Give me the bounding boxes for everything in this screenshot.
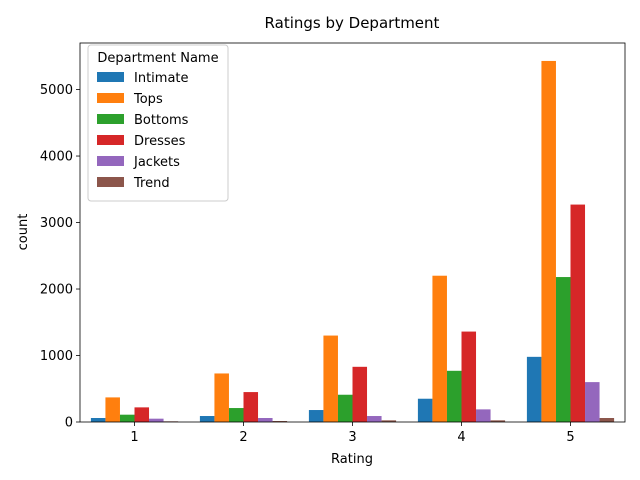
bar-dresses-rating-1: [134, 407, 150, 422]
bar-trend-rating-5: [599, 418, 615, 422]
legend-swatch-trend: [97, 177, 124, 187]
legend-label-tops: Tops: [133, 92, 163, 107]
y-tick-label: 2000: [40, 283, 73, 298]
y-axis: 0 1000 2000 3000 4000 5000: [40, 83, 80, 431]
bar-tops-rating-1: [105, 397, 120, 422]
bar-bottoms-rating-4: [446, 370, 462, 422]
bar-dresses-rating-4: [461, 331, 477, 422]
x-tick-label: 4: [457, 430, 465, 445]
x-tick-label: 5: [566, 430, 574, 445]
y-tick-label: 4000: [40, 150, 73, 165]
bar-tops-rating-5: [541, 60, 556, 422]
plot-area: [79, 42, 626, 423]
y-tick-label: 0: [65, 416, 73, 431]
x-tick-label: 2: [239, 430, 247, 445]
bar-dresses-rating-2: [243, 392, 259, 422]
legend-label-dresses: Dresses: [134, 134, 186, 149]
bar-tops-rating-2: [214, 373, 229, 422]
bar-tops-rating-3: [323, 335, 338, 422]
bar-intimate-rating-1: [90, 418, 106, 422]
legend-label-jackets: Jackets: [133, 155, 180, 170]
bar-bottoms-rating-5: [555, 277, 571, 422]
legend-label-intimate: Intimate: [134, 71, 189, 86]
bar-trend-rating-2: [272, 421, 288, 422]
x-axis-label: Rating: [331, 452, 373, 467]
bar-jackets-rating-3: [367, 416, 382, 422]
chart-title: Ratings by Department: [265, 14, 440, 32]
bar-jackets-rating-5: [585, 382, 600, 422]
legend-swatch-dresses: [97, 135, 124, 145]
bar-dresses-rating-5: [570, 204, 586, 422]
bar-bottoms-rating-1: [119, 414, 135, 422]
bar-bottoms-rating-2: [228, 408, 244, 422]
x-tick-label: 3: [348, 430, 356, 445]
bar-jackets-rating-1: [149, 418, 164, 422]
bar-intimate-rating-3: [308, 410, 324, 422]
legend-label-bottoms: Bottoms: [134, 113, 189, 128]
bar-trend-rating-4: [490, 420, 506, 422]
y-tick-label: 3000: [40, 216, 73, 231]
y-tick-label: 5000: [40, 83, 73, 98]
legend-swatch-bottoms: [97, 114, 124, 124]
y-axis-label: count: [16, 214, 31, 251]
bar-tops-rating-4: [432, 275, 447, 422]
bar-jackets-rating-2: [258, 418, 273, 422]
y-tick-label: 1000: [40, 349, 73, 364]
legend-swatch-tops: [97, 93, 124, 103]
bar-jackets-rating-4: [476, 409, 491, 422]
legend: Department Name Intimate Tops Bottoms Dresse…: [87, 44, 229, 202]
x-axis: 1 2 3 4 5: [130, 422, 575, 445]
bar-intimate-rating-4: [417, 398, 433, 422]
bar-trend-rating-3: [381, 420, 397, 422]
legend-label-trend: Trend: [133, 176, 170, 191]
bar-bottoms-rating-3: [337, 394, 353, 422]
x-tick-label: 1: [130, 430, 138, 445]
bar-intimate-rating-5: [526, 356, 542, 422]
legend-swatch-jackets: [97, 156, 124, 166]
legend-title: Department Name: [97, 51, 218, 66]
bar-intimate-rating-2: [199, 416, 215, 422]
legend-swatch-intimate: [97, 72, 124, 82]
bar-dresses-rating-3: [352, 366, 368, 422]
